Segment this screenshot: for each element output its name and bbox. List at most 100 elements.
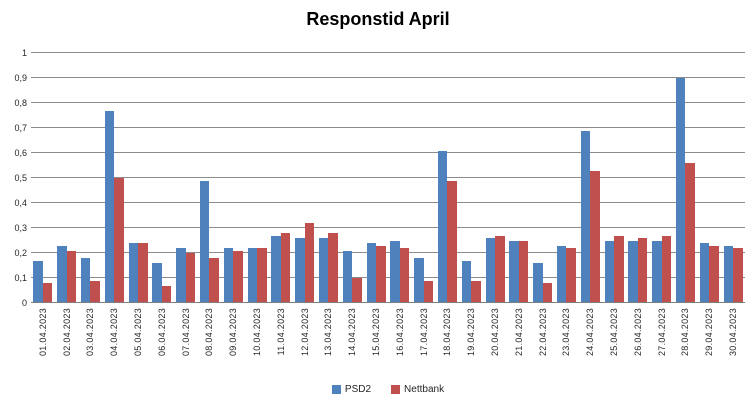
x-tick-label: 04.04.2023 — [109, 308, 120, 357]
y-tick-label: 0 — [21, 298, 27, 308]
bar-nettbank — [304, 223, 315, 303]
x-axis: 01.04.2023 02.04.2023 03.04.2023 04.04.2023… — [31, 308, 745, 376]
bar-psd2 — [176, 248, 186, 303]
bar-psd2 — [80, 258, 91, 303]
bar-nettbank — [661, 235, 672, 303]
x-tick-label: 19.04.2023 — [466, 308, 477, 357]
bar-nettbank — [471, 280, 481, 303]
x-tick-label: 24.04.2023 — [585, 308, 596, 357]
bar-group — [174, 53, 198, 303]
y-tick-label: 0,8 — [14, 98, 27, 108]
x-tick-label: 30.04.2023 — [728, 308, 738, 357]
y-tick-label: 0,5 — [14, 173, 27, 183]
y-tick-label: 0,1 — [14, 273, 27, 283]
x-tick-cell: 08.04.2023 — [198, 308, 222, 376]
x-tick-cell: 13.04.2023 — [317, 308, 341, 376]
gridline — [31, 277, 745, 278]
bar-nettbank — [90, 280, 100, 303]
bar-group — [150, 53, 174, 303]
bar-psd2 — [461, 260, 472, 303]
legend-item-psd2: PSD2 — [331, 384, 371, 395]
bar-group — [483, 53, 507, 303]
bar-nettbank — [447, 180, 457, 303]
x-tick-label: 15.04.2023 — [371, 308, 382, 357]
bar-psd2 — [604, 240, 615, 303]
bar-group — [79, 53, 103, 303]
x-tick-cell: 01.04.2023 — [31, 308, 55, 376]
x-tick-cell: 22.04.2023 — [531, 308, 555, 376]
bar-nettbank — [114, 178, 124, 303]
x-tick-cell: 05.04.2023 — [126, 308, 150, 376]
bar-nettbank — [352, 278, 362, 303]
x-tick-cell: 24.04.2023 — [578, 308, 602, 376]
x-tick-label: 21.04.2023 — [513, 308, 524, 357]
x-tick-cell: 10.04.2023 — [245, 308, 269, 376]
bar-group — [721, 53, 745, 303]
gridline — [31, 52, 745, 53]
x-tick-cell: 12.04.2023 — [293, 308, 317, 376]
bar-psd2 — [104, 110, 115, 303]
bar-psd2 — [57, 245, 67, 303]
bar-group — [412, 53, 436, 303]
bar-nettbank — [566, 248, 576, 303]
x-tick-label: 27.04.2023 — [656, 308, 667, 357]
y-tick-label: 0,9 — [14, 73, 27, 83]
bar-psd2 — [318, 238, 329, 303]
bar-nettbank — [209, 258, 219, 303]
bar-psd2 — [271, 235, 281, 303]
gridline — [31, 127, 745, 128]
bar-nettbank — [614, 235, 624, 303]
x-tick-label: 06.04.2023 — [156, 308, 167, 357]
bar-nettbank — [709, 245, 719, 303]
gridline — [31, 252, 745, 253]
bar-group — [531, 53, 555, 303]
bar-psd2 — [509, 240, 519, 303]
chart-title: Responstid April — [306, 9, 450, 29]
bar-group — [269, 53, 293, 303]
bar-group — [674, 53, 698, 303]
bar-group — [102, 53, 126, 303]
bar-psd2 — [675, 78, 686, 303]
x-axis-line — [31, 302, 745, 303]
bar-nettbank — [161, 285, 172, 303]
x-tick-label: 09.04.2023 — [228, 308, 239, 357]
bar-nettbank — [399, 248, 410, 303]
bar-nettbank — [685, 163, 695, 303]
x-tick-cell: 06.04.2023 — [150, 308, 174, 376]
bar-psd2 — [628, 240, 638, 303]
x-tick-cell: 16.04.2023 — [388, 308, 412, 376]
bar-psd2 — [247, 248, 258, 303]
bar-group — [126, 53, 150, 303]
bar-psd2 — [342, 250, 353, 303]
x-tick-cell: 28.04.2023 — [674, 308, 698, 376]
gridline — [31, 77, 745, 78]
bar-nettbank — [233, 250, 243, 303]
x-tick-label: 28.04.2023 — [680, 308, 691, 357]
x-tick-cell: 15.04.2023 — [364, 308, 388, 376]
bar-nettbank — [423, 280, 434, 303]
bar-nettbank — [66, 250, 77, 303]
bar-group — [317, 53, 341, 303]
bar-group — [31, 53, 55, 303]
legend-label: Nettbank — [404, 384, 445, 395]
x-tick-cell: 25.04.2023 — [602, 308, 626, 376]
bar-nettbank — [138, 243, 148, 303]
bar-nettbank — [518, 240, 529, 303]
gridline — [31, 202, 745, 203]
x-tick-label: 18.04.2023 — [442, 308, 453, 357]
bar-psd2 — [533, 263, 543, 303]
x-tick-cell: 14.04.2023 — [340, 308, 364, 376]
bar-psd2 — [152, 263, 162, 303]
bar-group — [221, 53, 245, 303]
plot-area — [31, 52, 745, 303]
bar-group — [650, 53, 674, 303]
x-tick-label: 17.04.2023 — [418, 308, 429, 357]
bar-group — [340, 53, 364, 303]
bar-psd2 — [128, 243, 139, 303]
x-tick-label: 08.04.2023 — [204, 308, 215, 357]
bar-nettbank — [590, 170, 600, 303]
x-tick-cell: 27.04.2023 — [650, 308, 674, 376]
x-tick-cell: 29.04.2023 — [697, 308, 721, 376]
x-tick-cell: 17.04.2023 — [412, 308, 436, 376]
x-tick-label: 13.04.2023 — [323, 308, 334, 357]
